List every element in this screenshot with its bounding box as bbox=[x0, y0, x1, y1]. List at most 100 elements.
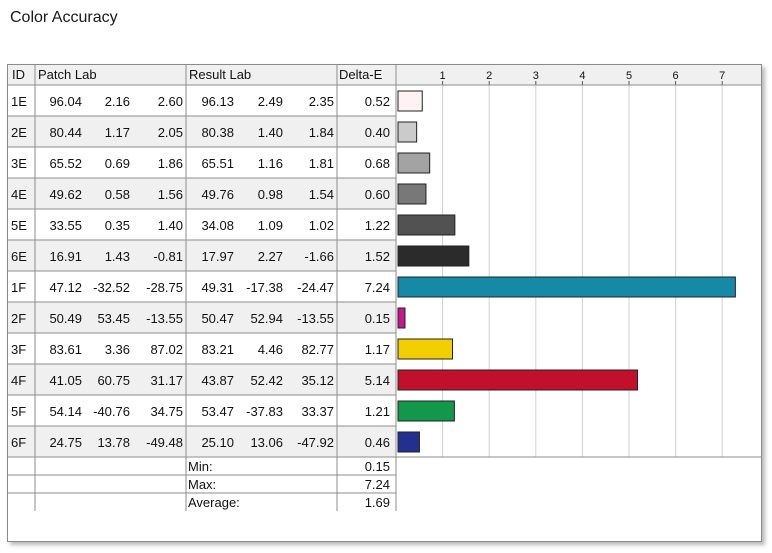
table-row-bg bbox=[8, 85, 396, 116]
result-lab-value: -47.92 bbox=[297, 435, 334, 450]
result-lab-value: 52.94 bbox=[250, 311, 283, 326]
page-title: Color Accuracy bbox=[10, 9, 118, 26]
result-lab-value: 80.38 bbox=[201, 125, 234, 140]
patch-lab-value: 13.78 bbox=[97, 435, 130, 450]
result-lab-value: 1.02 bbox=[309, 218, 334, 233]
patch-lab-value: 24.75 bbox=[49, 435, 82, 450]
table-row-bg bbox=[8, 240, 396, 271]
patch-lab-value: 1.43 bbox=[105, 249, 130, 264]
delta-e-value: 0.52 bbox=[365, 94, 390, 109]
result-lab-value: -17.38 bbox=[246, 280, 283, 295]
patch-lab-value: -13.55 bbox=[146, 311, 183, 326]
delta-e-bar bbox=[397, 183, 427, 205]
patch-lab-value: 50.49 bbox=[49, 311, 82, 326]
summary-value: 1.69 bbox=[365, 495, 390, 510]
x-tick-label: 5 bbox=[626, 70, 632, 82]
color-accuracy-panel: 1 2 3 4 5 6 7 ID Patch Lab Result Lab Delta-E 1E 96.… bbox=[7, 64, 762, 542]
result-lab-value: 17.97 bbox=[201, 249, 234, 264]
header-id: ID bbox=[12, 67, 25, 82]
row-id: 3E bbox=[11, 156, 27, 171]
header-result-lab: Result Lab bbox=[189, 67, 251, 82]
header-delta-e: Delta-E bbox=[339, 67, 383, 82]
row-id: 4F bbox=[11, 373, 26, 388]
result-lab-value: -37.83 bbox=[246, 404, 283, 419]
color-accuracy-chart: 1 2 3 4 5 6 7 ID Patch Lab Result Lab Delta-E 1E 96.… bbox=[8, 65, 761, 511]
patch-lab-value: 83.61 bbox=[49, 342, 82, 357]
patch-lab-value: 16.91 bbox=[49, 249, 82, 264]
result-lab-value: 35.12 bbox=[301, 373, 334, 388]
result-lab-value: 33.37 bbox=[301, 404, 334, 419]
row-id: 6E bbox=[11, 249, 27, 264]
patch-lab-value: 54.14 bbox=[49, 404, 82, 419]
result-lab-value: 2.35 bbox=[309, 94, 334, 109]
delta-e-bar bbox=[397, 214, 456, 236]
patch-lab-value: 80.44 bbox=[49, 125, 82, 140]
table-row-bg bbox=[8, 302, 396, 333]
result-lab-value: -24.47 bbox=[297, 280, 334, 295]
patch-lab-value: 0.35 bbox=[105, 218, 130, 233]
delta-e-bar bbox=[397, 400, 455, 422]
result-lab-value: 34.08 bbox=[201, 218, 234, 233]
table-row-bg bbox=[8, 178, 396, 209]
result-lab-value: 0.98 bbox=[258, 187, 283, 202]
patch-lab-value: 1.56 bbox=[158, 187, 183, 202]
row-id: 3F bbox=[11, 342, 26, 357]
delta-e-value: 1.21 bbox=[365, 404, 390, 419]
result-lab-value: 49.31 bbox=[201, 280, 234, 295]
table-row-bg bbox=[8, 209, 396, 240]
header-patch-lab: Patch Lab bbox=[38, 67, 97, 82]
patch-lab-value: -0.81 bbox=[153, 249, 183, 264]
patch-lab-value: -40.76 bbox=[93, 404, 130, 419]
result-lab-value: 1.09 bbox=[258, 218, 283, 233]
result-lab-value: 83.21 bbox=[201, 342, 234, 357]
patch-lab-value: 2.16 bbox=[105, 94, 130, 109]
table-header-bg bbox=[8, 65, 761, 85]
delta-e-bar bbox=[397, 431, 420, 453]
summary-value: 7.24 bbox=[365, 477, 390, 492]
result-lab-value: 96.13 bbox=[201, 94, 234, 109]
x-tick-label: 6 bbox=[673, 70, 679, 82]
result-lab-value: 53.47 bbox=[201, 404, 234, 419]
patch-lab-value: 49.62 bbox=[49, 187, 82, 202]
result-lab-value: -1.66 bbox=[304, 249, 334, 264]
patch-lab-value: -28.75 bbox=[146, 280, 183, 295]
delta-e-bar bbox=[397, 307, 406, 329]
delta-e-value: 5.14 bbox=[365, 373, 390, 388]
delta-e-value: 0.40 bbox=[365, 125, 390, 140]
summary-label: Min: bbox=[188, 459, 213, 474]
delta-e-value: 0.60 bbox=[365, 187, 390, 202]
table-row-bg bbox=[8, 147, 396, 178]
result-lab-value: 1.81 bbox=[309, 156, 334, 171]
x-tick-label: 3 bbox=[533, 70, 539, 82]
result-lab-value: 1.16 bbox=[258, 156, 283, 171]
patch-lab-value: 1.40 bbox=[158, 218, 183, 233]
result-lab-value: 50.47 bbox=[201, 311, 234, 326]
row-id: 4E bbox=[11, 187, 27, 202]
table-row-bg bbox=[8, 364, 396, 395]
result-lab-value: 43.87 bbox=[201, 373, 234, 388]
summary-label: Average: bbox=[188, 495, 240, 510]
patch-lab-value: 31.17 bbox=[150, 373, 183, 388]
patch-lab-value: -49.48 bbox=[146, 435, 183, 450]
delta-e-value: 1.22 bbox=[365, 218, 390, 233]
patch-lab-value: 41.05 bbox=[49, 373, 82, 388]
patch-lab-value: 2.60 bbox=[158, 94, 183, 109]
delta-e-value: 0.15 bbox=[365, 311, 390, 326]
delta-e-value: 7.24 bbox=[365, 280, 390, 295]
patch-lab-value: 0.58 bbox=[105, 187, 130, 202]
row-id: 5F bbox=[11, 404, 26, 419]
delta-e-bar bbox=[397, 90, 423, 112]
table-row-bg bbox=[8, 426, 396, 457]
delta-e-bar bbox=[397, 121, 418, 143]
delta-e-bar bbox=[397, 338, 454, 360]
row-id: 1F bbox=[11, 280, 26, 295]
summary-value: 0.15 bbox=[365, 459, 390, 474]
result-lab-value: 4.46 bbox=[258, 342, 283, 357]
patch-lab-value: 47.12 bbox=[49, 280, 82, 295]
row-id: 2F bbox=[11, 311, 26, 326]
patch-lab-value: 3.36 bbox=[105, 342, 130, 357]
patch-lab-value: 53.45 bbox=[97, 311, 130, 326]
delta-e-value: 0.46 bbox=[365, 435, 390, 450]
x-tick-label: 2 bbox=[486, 70, 492, 82]
result-lab-value: 2.27 bbox=[258, 249, 283, 264]
